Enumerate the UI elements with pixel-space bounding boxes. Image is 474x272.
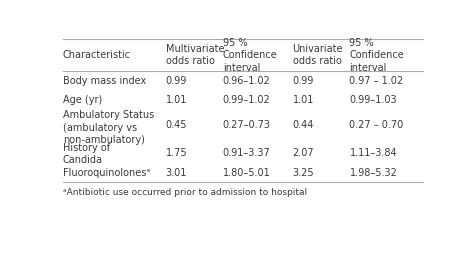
Text: 0.99: 0.99: [166, 76, 187, 86]
Text: 0.99–1.03: 0.99–1.03: [349, 95, 397, 105]
Text: 3.01: 3.01: [166, 168, 187, 178]
Text: 95 %
Confidence
interval: 95 % Confidence interval: [349, 38, 404, 73]
Text: 1.11–3.84: 1.11–3.84: [349, 147, 397, 157]
Text: Characteristic: Characteristic: [63, 50, 131, 60]
Text: 1.01: 1.01: [166, 95, 187, 105]
Text: Body mass index: Body mass index: [63, 76, 146, 86]
Text: 1.80–5.01: 1.80–5.01: [223, 168, 271, 178]
Text: Fluoroquinolonesᵃ: Fluoroquinolonesᵃ: [63, 168, 150, 178]
Text: Univariate
odds ratio: Univariate odds ratio: [292, 44, 343, 66]
Text: 1.75: 1.75: [166, 147, 187, 157]
Text: 1.01: 1.01: [292, 95, 314, 105]
Text: 0.44: 0.44: [292, 120, 314, 130]
Text: 0.97 – 1.02: 0.97 – 1.02: [349, 76, 403, 86]
Text: 0.45: 0.45: [166, 120, 187, 130]
Text: Multivariate
odds ratio: Multivariate odds ratio: [166, 44, 224, 66]
Text: 0.27–0.73: 0.27–0.73: [223, 120, 271, 130]
Text: 0.91–3.37: 0.91–3.37: [223, 147, 271, 157]
Text: History of
Candida: History of Candida: [63, 143, 110, 165]
Text: 0.96–1.02: 0.96–1.02: [223, 76, 271, 86]
Text: 1.98–5.32: 1.98–5.32: [349, 168, 397, 178]
Text: 3.25: 3.25: [292, 168, 314, 178]
Text: 2.07: 2.07: [292, 147, 314, 157]
Text: Age (yr): Age (yr): [63, 95, 102, 105]
Text: 0.99: 0.99: [292, 76, 314, 86]
Text: Ambulatory Status
(ambulatory vs
non-ambulatory): Ambulatory Status (ambulatory vs non-amb…: [63, 110, 154, 145]
Text: ᵃAntibiotic use occurred prior to admission to hospital: ᵃAntibiotic use occurred prior to admiss…: [63, 188, 307, 197]
Text: 0.99–1.02: 0.99–1.02: [223, 95, 271, 105]
Text: 95 %
Confidence
interval: 95 % Confidence interval: [223, 38, 277, 73]
Text: 0.27 – 0.70: 0.27 – 0.70: [349, 120, 404, 130]
